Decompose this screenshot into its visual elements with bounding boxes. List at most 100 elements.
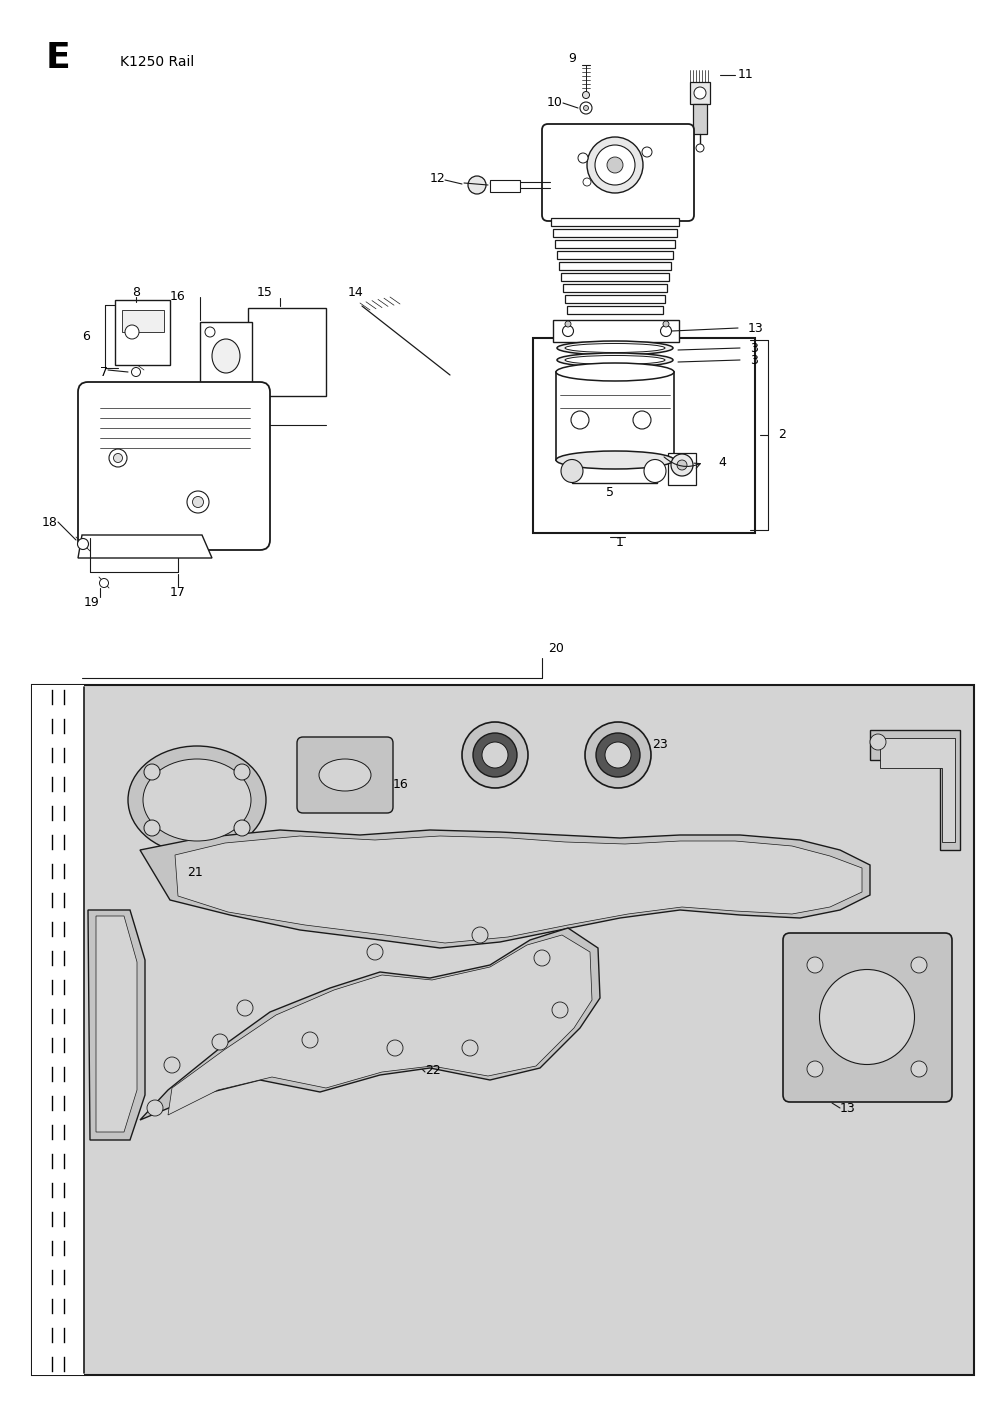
Bar [553,320,679,342]
Text: 20: 20 [548,642,564,655]
Bar [122,310,164,332]
Text: 14: 14 [348,286,364,298]
Polygon shape [88,910,145,1140]
Ellipse shape [557,353,673,367]
Text: 13: 13 [840,1101,856,1115]
Bar [555,239,675,248]
Circle shape [633,411,651,429]
Circle shape [582,92,590,99]
Bar [690,82,710,104]
Text: 16: 16 [170,290,186,304]
Circle shape [696,144,704,152]
Ellipse shape [644,459,666,483]
Circle shape [578,153,588,163]
Circle shape [367,943,383,960]
Circle shape [462,722,528,788]
Circle shape [911,957,927,973]
Bar [563,284,667,291]
Polygon shape [880,738,955,842]
Circle shape [144,819,160,836]
Text: 21: 21 [187,866,203,879]
Circle shape [587,137,643,193]
Circle shape [534,950,550,966]
Text: 13: 13 [748,321,764,335]
Ellipse shape [820,970,914,1064]
Circle shape [192,497,204,507]
FancyBboxPatch shape [783,934,952,1102]
Text: K1250 Rail: K1250 Rail [120,55,194,69]
Bar [668,453,696,484]
Bar [693,104,707,134]
Circle shape [585,722,651,788]
FancyBboxPatch shape [78,382,270,551]
Circle shape [552,1002,568,1018]
Circle shape [109,449,127,467]
Text: 15: 15 [257,286,273,300]
Text: 22: 22 [425,1063,441,1077]
Bar [567,306,663,314]
Circle shape [580,101,592,114]
Circle shape [595,145,635,184]
Polygon shape [168,935,592,1115]
Ellipse shape [143,759,251,841]
Polygon shape [140,829,870,948]
Bar [572,460,657,483]
Text: E: E [46,41,70,75]
Ellipse shape [319,759,371,791]
Polygon shape [175,836,862,943]
Ellipse shape [557,341,673,355]
Bar [553,230,677,237]
Text: 10: 10 [547,97,563,110]
Ellipse shape [212,339,240,373]
Circle shape [694,87,706,99]
Circle shape [132,367,140,376]
Circle shape [387,1041,403,1056]
Circle shape [114,453,122,462]
Circle shape [144,765,160,780]
Bar [32,686,84,1376]
Circle shape [677,460,687,470]
Text: 9: 9 [568,52,576,65]
Bar [200,322,252,390]
Bar [115,300,170,365]
Circle shape [663,321,669,327]
Text: 16: 16 [393,779,409,791]
Bar [565,296,665,303]
Circle shape [562,325,574,337]
Text: 3: 3 [750,353,758,366]
Text: 8: 8 [132,286,140,298]
Polygon shape [140,928,600,1119]
Ellipse shape [128,746,266,855]
Circle shape [605,742,631,767]
Text: 19: 19 [84,597,100,610]
Polygon shape [870,729,960,850]
Text: 4: 4 [718,456,726,469]
Bar [248,308,326,396]
Text: 7: 7 [100,366,108,379]
Ellipse shape [561,459,583,483]
Circle shape [671,453,693,476]
Circle shape [472,926,488,943]
Circle shape [234,765,250,780]
Bar [490,180,520,191]
Bar [551,218,679,227]
Circle shape [205,327,215,337]
Circle shape [642,146,652,158]
Text: 1: 1 [616,535,624,549]
Bar [556,372,674,460]
Circle shape [462,1041,478,1056]
Circle shape [234,819,250,836]
Text: 5: 5 [606,486,614,498]
Circle shape [482,742,508,767]
Text: 6: 6 [82,329,90,342]
Text: 11: 11 [738,69,754,82]
Circle shape [565,321,571,327]
Circle shape [807,1062,823,1077]
Text: 17: 17 [170,586,186,598]
Text: 12: 12 [429,172,445,184]
Circle shape [870,734,886,750]
Circle shape [125,325,139,339]
Text: 3: 3 [750,342,758,355]
Circle shape [187,491,209,513]
Circle shape [660,325,672,337]
